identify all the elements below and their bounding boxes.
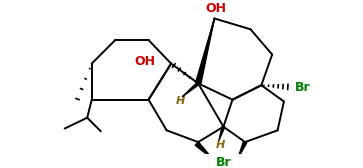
- Text: Br: Br: [295, 80, 310, 94]
- Text: H: H: [176, 96, 185, 107]
- Text: H: H: [216, 140, 225, 150]
- Polygon shape: [219, 126, 225, 140]
- Polygon shape: [195, 143, 212, 158]
- Text: Br: Br: [216, 156, 232, 168]
- Polygon shape: [196, 18, 215, 84]
- Text: OH: OH: [206, 2, 227, 15]
- Polygon shape: [238, 141, 247, 158]
- Text: OH: OH: [134, 55, 155, 68]
- Polygon shape: [182, 82, 199, 97]
